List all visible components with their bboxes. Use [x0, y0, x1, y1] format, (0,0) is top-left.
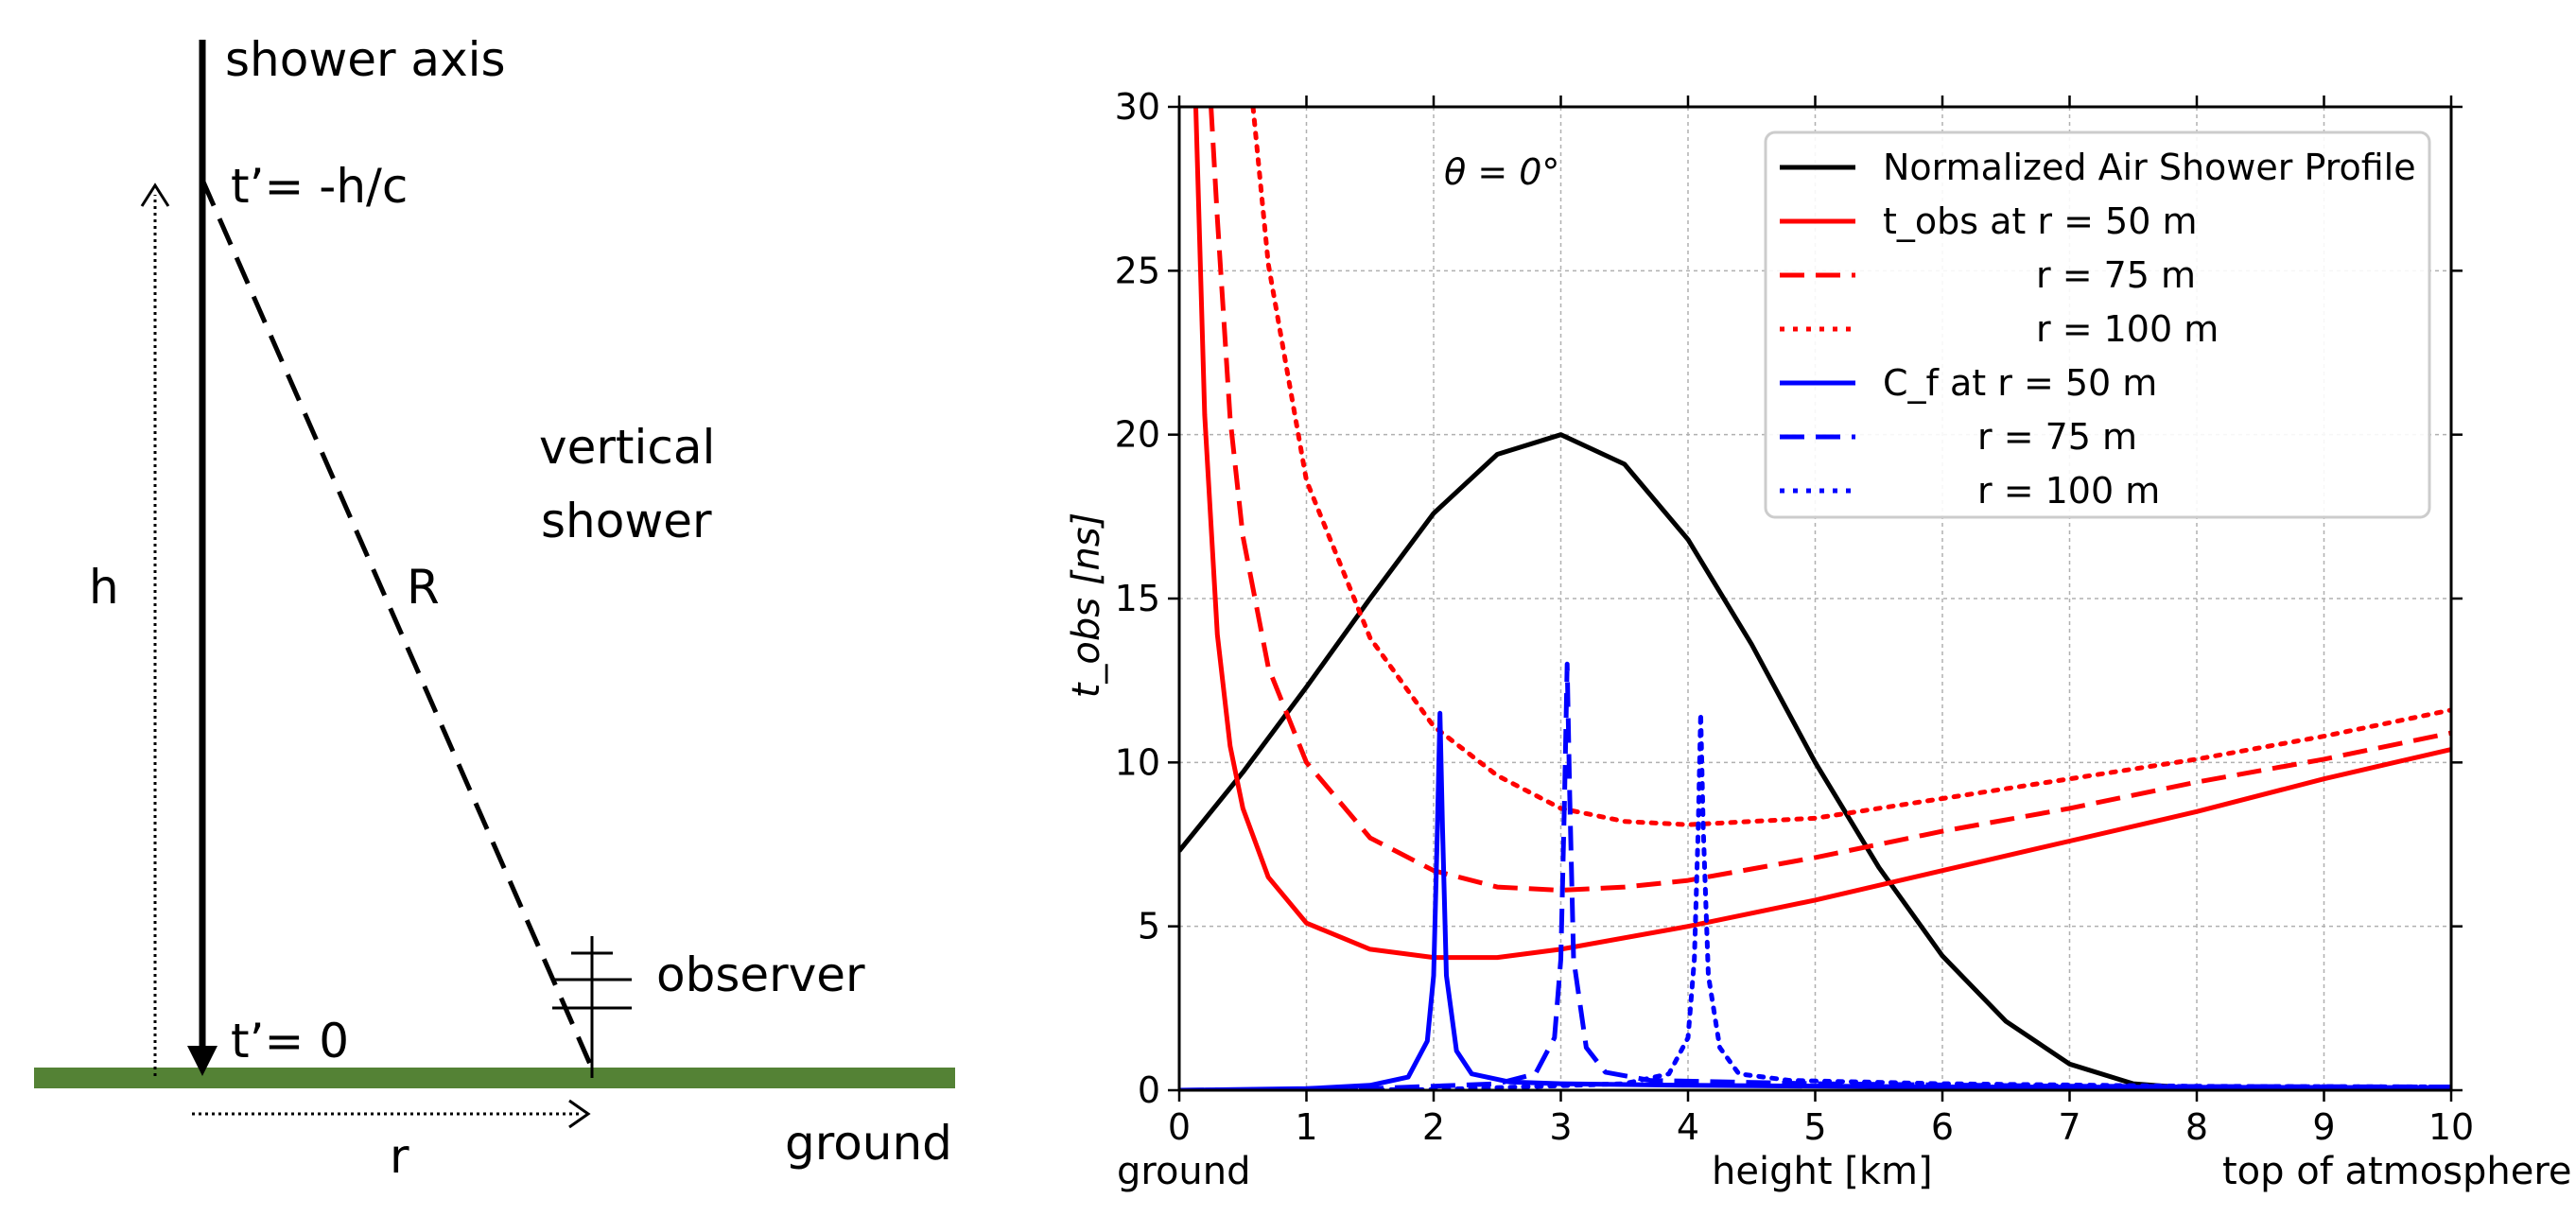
y-tick-label: 15 [1115, 578, 1160, 619]
x-right-note: top of atmosphere [2222, 1150, 2572, 1193]
legend-label-0: Normalized Air Shower Profile [1883, 147, 2416, 188]
distance-line-R [200, 178, 595, 1070]
ground-label: ground [785, 1116, 952, 1171]
ground-bar [34, 1068, 955, 1088]
x-tick-label: 8 [2185, 1106, 2208, 1148]
shower-axis-arrowhead [187, 1046, 218, 1076]
legend-label-4: C_f at r = 50 m [1883, 362, 2157, 404]
ticks: 0 1 2 3 4 5 6 7 8 9 10 0 5 10 15 20 25 30 [1115, 86, 2475, 1148]
chart-panel: 0 1 2 3 4 5 6 7 8 9 10 0 5 10 15 20 25 30 θ = 0° height [… [1065, 86, 2572, 1193]
series-line-1 [1193, 107, 2451, 961]
vertical-shower-label-2: shower [541, 494, 712, 548]
x-tick-label: 0 [1168, 1106, 1191, 1148]
shower-axis-label: shower axis [225, 32, 506, 87]
observer-label: observer [656, 947, 865, 1002]
x-left-note: ground [1117, 1150, 1251, 1193]
legend-label-3: r = 100 m [2036, 308, 2219, 350]
schematic-panel: shower axis t’= -h/c t’= 0 h R vertical … [34, 32, 955, 1184]
legend-label-6: r = 100 m [1977, 470, 2160, 512]
x-tick-label: 2 [1422, 1106, 1445, 1148]
radius-label: r [390, 1129, 409, 1184]
y-tick-label: 5 [1138, 906, 1160, 947]
radius-arrowhead [568, 1099, 591, 1129]
x-tick-label: 5 [1803, 1106, 1826, 1148]
legend-label-1: t_obs at r = 50 m [1883, 200, 2197, 242]
y-tick-label: 10 [1115, 741, 1160, 783]
series-line-6 [1179, 710, 2451, 1090]
y-tick-label: 30 [1115, 86, 1160, 128]
height-label: h [89, 560, 119, 615]
x-axis-label: height [km] [1712, 1150, 1933, 1193]
t-bottom-label: t’= 0 [231, 1014, 349, 1068]
x-tick-label: 4 [1677, 1106, 1699, 1148]
y-tick-label: 20 [1115, 414, 1160, 456]
vertical-shower-label-1: vertical [539, 420, 715, 475]
series-line-3 [1250, 107, 2451, 827]
distance-label: R [407, 560, 440, 615]
theta-annotation: θ = 0° [1444, 151, 1559, 193]
legend-box [1764, 130, 2431, 519]
legend: Normalized Air Shower Profile t_obs at r … [1764, 130, 2431, 519]
t-top-label: t’= -h/c [231, 159, 408, 214]
x-tick-label: 10 [2428, 1106, 2474, 1148]
series-line-5 [1179, 661, 2451, 1090]
height-arrowhead [140, 182, 170, 207]
x-tick-label: 1 [1295, 1106, 1317, 1148]
legend-label-2: r = 75 m [2036, 254, 2196, 296]
y-axis-label: t_obs [ns] [1065, 512, 1108, 699]
legend-label-5: r = 75 m [1977, 416, 2137, 458]
series-line-2 [1209, 107, 2451, 893]
observer-antenna-icon [552, 936, 632, 1078]
y-tick-label: 0 [1138, 1069, 1160, 1111]
series-layer [1179, 107, 2451, 1090]
x-tick-label: 3 [1549, 1106, 1572, 1148]
x-tick-label: 7 [2058, 1106, 2080, 1148]
x-tick-label: 6 [1931, 1106, 1954, 1148]
y-tick-label: 25 [1115, 250, 1160, 291]
x-tick-label: 9 [2312, 1106, 2335, 1148]
